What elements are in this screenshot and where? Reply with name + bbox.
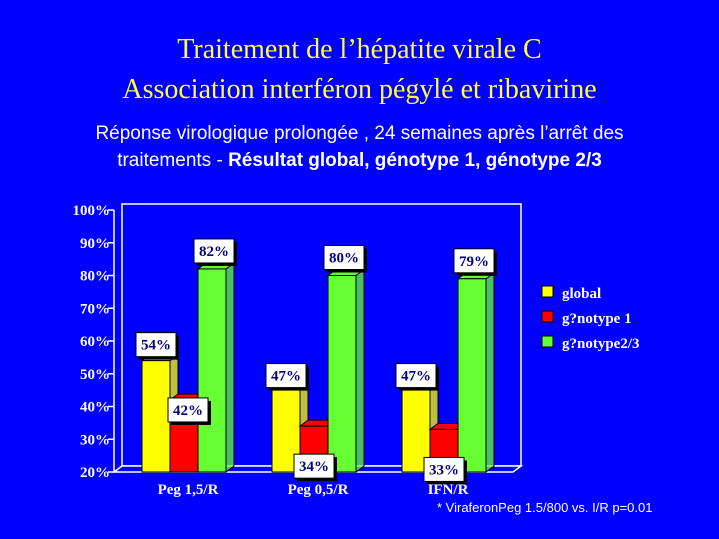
y-tick-label: 80% bbox=[80, 269, 110, 285]
subtitle-line-2-prefix: traitements - bbox=[117, 150, 229, 171]
data-label-box bbox=[323, 245, 365, 270]
subtitle-line-1: Réponse virologique prolongée , 24 semai… bbox=[95, 123, 624, 144]
footnote: * ViraferonPeg 1.5/800 vs. I/R p=0.01 bbox=[437, 500, 653, 515]
bar-side bbox=[225, 261, 235, 473]
data-label: 54% bbox=[141, 338, 171, 354]
data-label: 47% bbox=[401, 369, 431, 385]
bar-side bbox=[485, 271, 495, 473]
data-label: 33% bbox=[429, 462, 459, 478]
data-label-box bbox=[395, 363, 437, 389]
data-label-box bbox=[193, 238, 235, 264]
y-tick-label: 90% bbox=[80, 236, 110, 252]
bar-side bbox=[355, 268, 365, 473]
data-label-box bbox=[167, 397, 209, 423]
data-label-box bbox=[453, 248, 495, 274]
data-label: 80% bbox=[329, 251, 359, 267]
y-tick-label: 30% bbox=[80, 432, 110, 448]
data-label-box bbox=[293, 453, 335, 479]
x-category-label: Peg 0,5/R bbox=[288, 482, 349, 498]
y-tick-label: 40% bbox=[80, 400, 110, 416]
bar-0-2 bbox=[197, 268, 227, 473]
y-tick-label: 20% bbox=[80, 465, 110, 481]
data-label: 42% bbox=[173, 403, 203, 419]
legend-swatch bbox=[541, 310, 554, 323]
data-label: 79% bbox=[459, 254, 489, 270]
bar-1-2 bbox=[327, 275, 357, 473]
data-label: 82% bbox=[199, 244, 229, 260]
legend-label: g?notype2/3 bbox=[562, 336, 640, 352]
y-tick-label: 50% bbox=[80, 367, 110, 383]
title-line-1: Traitement de l’hépatite virale C bbox=[177, 34, 542, 65]
subtitle: Réponse virologique prolongée , 24 semai… bbox=[0, 120, 719, 174]
legend-label: global bbox=[562, 286, 601, 302]
data-label-box bbox=[265, 363, 307, 389]
x-category-label: IFN/R bbox=[428, 482, 469, 498]
subtitle-line-2-bold: Résultat global, génotype 1, génotype 2/… bbox=[228, 150, 602, 171]
legend-swatch bbox=[541, 285, 554, 298]
data-label: 47% bbox=[271, 369, 301, 385]
bar-0-0 bbox=[141, 360, 171, 473]
y-tick-label: 100% bbox=[73, 203, 111, 219]
y-tick-label: 60% bbox=[80, 334, 110, 350]
data-label: 34% bbox=[299, 459, 329, 475]
title-line-2: Association interféron pégylé et ribavir… bbox=[122, 74, 597, 105]
data-label-box bbox=[423, 456, 465, 482]
y-tick-label: 70% bbox=[80, 301, 110, 317]
bar-2-2 bbox=[457, 278, 487, 473]
data-label-box bbox=[135, 332, 177, 358]
subtitle-line-2: traitements - Résultat global, génotype … bbox=[0, 147, 719, 174]
legend-swatch bbox=[541, 335, 554, 348]
x-category-label: Peg 1,5/R bbox=[158, 482, 219, 498]
legend-label: g?notype 1 bbox=[562, 311, 632, 327]
